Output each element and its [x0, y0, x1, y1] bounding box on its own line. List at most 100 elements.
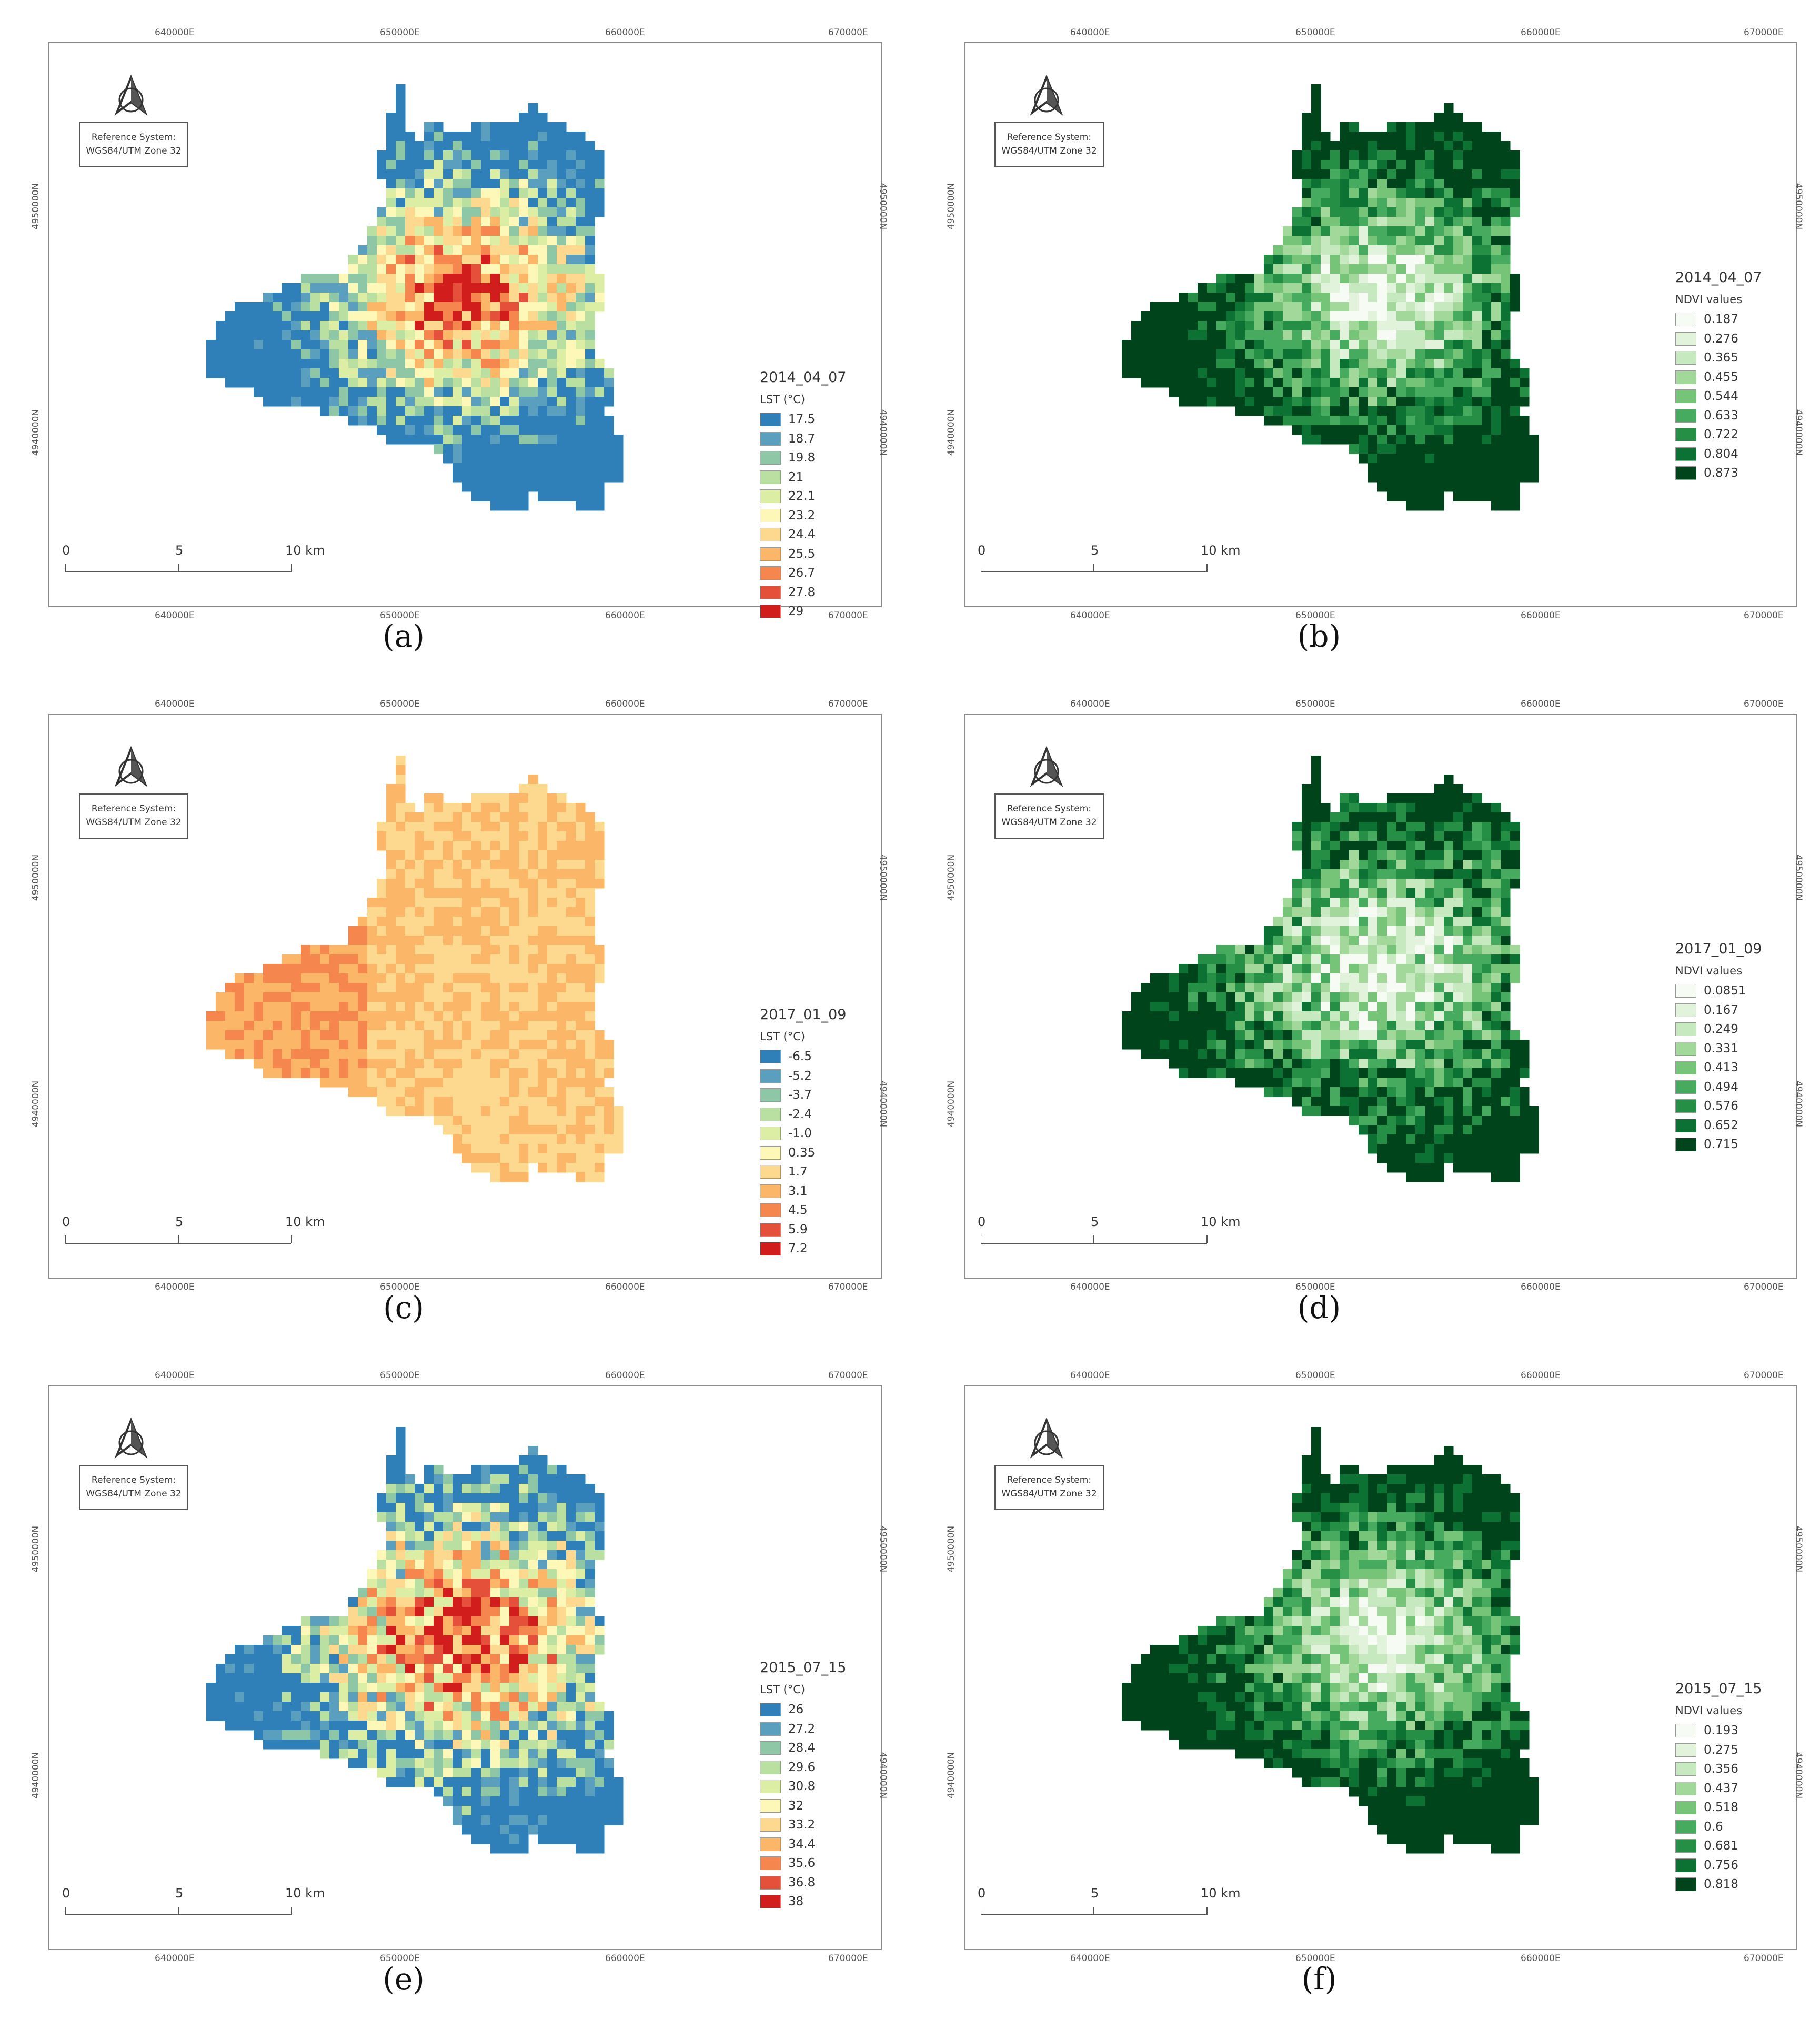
scale-label: 5 [1091, 543, 1099, 558]
legend-item: 0.681 [1675, 1836, 1762, 1856]
x-tick-label-bottom: 640000E [1070, 1282, 1110, 1292]
legend-swatch [760, 413, 781, 427]
legend-value: 0.35 [788, 1145, 816, 1160]
legend-value: 19.8 [788, 451, 816, 465]
scale-label: 10 km [285, 1214, 325, 1229]
x-tick-label-top: 650000E [380, 699, 420, 709]
x-tick-label-bottom: 660000E [1521, 1953, 1561, 1964]
scale-label: 0 [62, 543, 71, 558]
scale-label: 5 [1091, 1214, 1099, 1229]
reference-system-value: WGS84/UTM Zone 32 [86, 146, 182, 156]
x-tick-label-bottom: 660000E [1521, 1282, 1561, 1292]
legend-swatch [760, 566, 781, 580]
y-tick-label-right: 4950000N [878, 183, 889, 230]
x-tick-label-top: 660000E [605, 699, 645, 709]
reference-system-box: Reference System: WGS84/UTM Zone 32 [994, 122, 1104, 167]
scale-label: 10 km [285, 543, 325, 558]
legend-item: 0.35 [760, 1143, 846, 1163]
x-tick-label-top: 650000E [1295, 27, 1335, 38]
legend-item: 0.818 [1675, 1875, 1762, 1894]
legend-item: 0.455 [1675, 368, 1762, 387]
legend-value: 0.681 [1704, 1839, 1738, 1853]
legend-title-date: 2017_01_09 [1675, 941, 1762, 957]
legend-value: 0.455 [1704, 370, 1738, 384]
legend-swatch [760, 1222, 781, 1237]
legend-item: 29.6 [760, 1758, 846, 1777]
legend-item: 0.633 [1675, 406, 1762, 426]
legend-item: 30.8 [760, 1777, 846, 1796]
legend-swatch [760, 451, 781, 465]
legend-swatch [760, 1069, 781, 1083]
legend-swatch [1675, 1041, 1696, 1056]
legend-swatch [1675, 331, 1696, 346]
legend-item: 0.804 [1675, 445, 1762, 464]
legend-value: 25.5 [788, 547, 816, 561]
legend-item: 0.331 [1675, 1039, 1762, 1059]
ndvi-raster-map [1122, 1427, 1539, 1854]
legend-subtitle: LST (°C) [760, 1683, 806, 1696]
reference-system-value: WGS84/UTM Zone 32 [1001, 1489, 1097, 1499]
panel-caption-e: (e) [383, 1961, 425, 1997]
y-tick-label-left: 4940000N [946, 1080, 957, 1128]
legend-item: 24.4 [760, 525, 846, 545]
legend-swatch [1675, 447, 1696, 461]
legend-value: 0.494 [1704, 1080, 1738, 1094]
x-tick-label-top: 660000E [1521, 27, 1561, 38]
x-tick-label-bottom: 650000E [1295, 1282, 1335, 1292]
legend-value: -2.4 [788, 1107, 812, 1121]
legend-swatch [760, 528, 781, 542]
x-tick-label-bottom: 670000E [1744, 610, 1784, 621]
x-tick-label-bottom: 650000E [380, 1953, 420, 1964]
legend-value: 3.1 [788, 1184, 808, 1198]
reference-system-value: WGS84/UTM Zone 32 [1001, 146, 1097, 156]
legend-swatch [1675, 1138, 1696, 1152]
scale-label: 5 [175, 1886, 184, 1901]
reference-system-box: Reference System: WGS84/UTM Zone 32 [994, 793, 1104, 839]
x-tick-label-top: 640000E [155, 27, 195, 38]
y-tick-label-right: 4950000N [878, 1525, 889, 1573]
legend-swatch [760, 1798, 781, 1813]
x-tick-label-bottom: 670000E [1744, 1953, 1784, 1964]
y-tick-label-right: 4940000N [878, 1080, 889, 1128]
legend-value: 7.2 [788, 1242, 808, 1256]
legend-swatch [760, 1760, 781, 1774]
panel-caption-b: (b) [1297, 618, 1341, 654]
scale-label: 5 [175, 543, 184, 558]
y-tick-label-left: 4950000N [31, 1525, 42, 1573]
x-tick-label-top: 640000E [155, 699, 195, 709]
x-tick-label-bottom: 670000E [828, 610, 868, 621]
x-tick-label-top: 670000E [828, 1370, 868, 1381]
y-tick-label-right: 4940000N [1793, 1752, 1804, 1799]
scale-bar: 0 5 10 km [978, 1886, 1244, 1923]
legend-value: 0.722 [1704, 428, 1738, 442]
x-tick-label-bottom: 640000E [1070, 1953, 1110, 1964]
legend-value: 0.873 [1704, 466, 1738, 480]
x-tick-label-top: 640000E [1070, 699, 1110, 709]
x-tick-label-bottom: 650000E [1295, 610, 1335, 621]
x-tick-label-top: 640000E [1070, 27, 1110, 38]
legend-item: -3.7 [760, 1086, 846, 1105]
legend-swatch [1675, 351, 1696, 365]
y-tick-label-left: 4950000N [946, 854, 957, 901]
scale-label: 10 km [1201, 1214, 1241, 1229]
map-panel-f: Reference System: WGS84/UTM Zone 32 640000… [946, 1370, 1804, 1964]
legend-value: 0.187 [1704, 313, 1738, 327]
y-tick-label-left: 4940000N [946, 409, 957, 456]
legend-item: 22.1 [760, 487, 846, 506]
legend-item: 0.187 [1675, 310, 1762, 329]
legend-subtitle: LST (°C) [760, 393, 806, 406]
legend-swatch [760, 1741, 781, 1755]
lst-raster-map [206, 756, 624, 1182]
legend-value: 36.8 [788, 1875, 816, 1890]
north-arrow-icon [113, 1417, 149, 1460]
reference-system-box: Reference System: WGS84/UTM Zone 32 [79, 122, 188, 167]
reference-system-label: Reference System: [91, 132, 176, 143]
legend-value: 29.6 [788, 1760, 816, 1774]
y-tick-label-right: 4940000N [878, 409, 889, 456]
scale-bar: 0 5 10 km [978, 1214, 1244, 1251]
legend-item: 32 [760, 1796, 846, 1816]
legend-swatch [1675, 370, 1696, 384]
legend-swatch [760, 1780, 781, 1794]
legend-item: 0.873 [1675, 464, 1762, 483]
legend-value: 0.576 [1704, 1099, 1738, 1113]
